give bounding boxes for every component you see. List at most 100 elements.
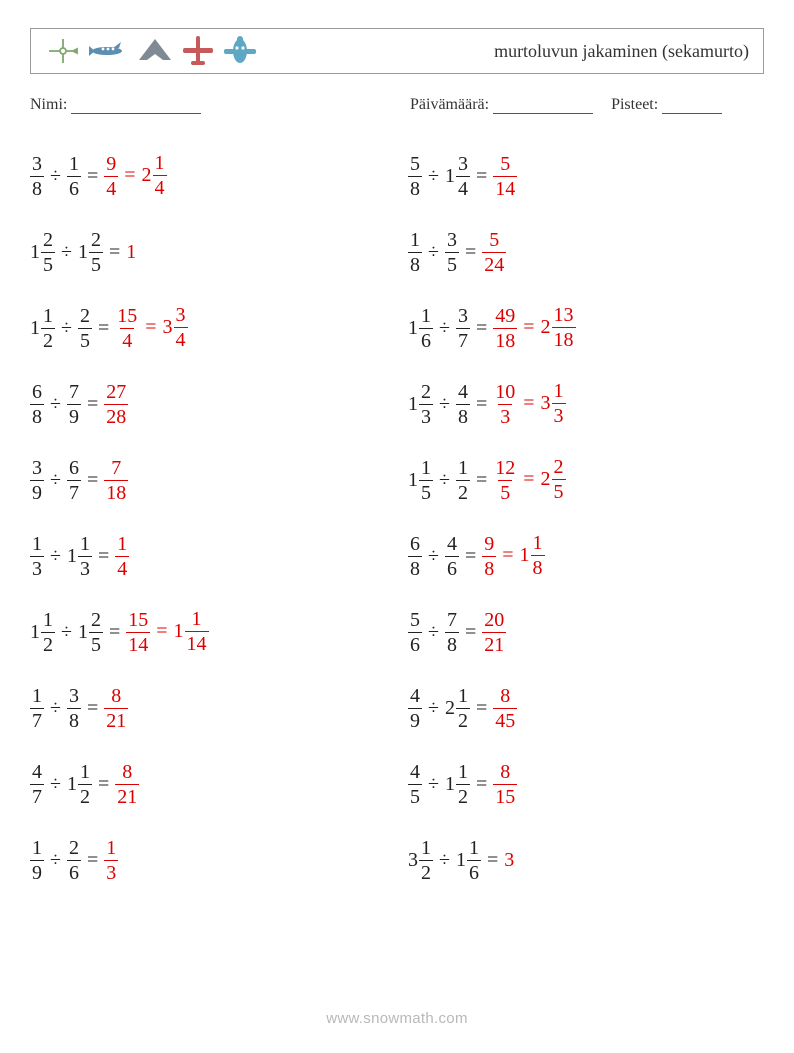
mixed-number: 125 [30,230,55,275]
mixed-number: 312 [408,838,433,883]
plane-icon [89,40,129,62]
divide-sign: ÷ [44,773,67,796]
equals-sign: = [92,545,115,568]
fraction: 25 [552,457,566,502]
answer-integer: 1 [126,242,136,262]
fraction: 12 [456,762,470,807]
problem-row: 112÷125=1514=1114 [30,594,400,670]
mixed-number: 125 [78,230,103,275]
problem-row: 123÷48=103=313 [408,366,778,442]
answer: 4918=21318 [493,305,575,351]
mixed-number: 134 [445,154,470,199]
answer: 821 [104,686,128,731]
plane-icons [45,34,257,68]
fraction: 13 [78,534,92,579]
equals-sign: = [517,392,540,414]
divide-sign: ÷ [422,621,445,644]
mixed-number: 313 [541,381,566,426]
column-right: 58÷134=51418÷35=524116÷37=4918=21318123÷… [408,138,778,898]
mixed-number: 113 [67,534,92,579]
fraction: 154 [115,306,139,351]
mixed-number: 118 [520,533,545,578]
answer: 13 [104,838,118,883]
fraction: 2021 [482,610,506,655]
fraction: 45 [408,762,422,807]
info-row: Nimi: Päivämäärä: Pisteet: [30,96,764,114]
divide-sign: ÷ [44,545,67,568]
answer: 845 [493,686,517,731]
equals-sign: = [470,469,493,492]
fraction: 56 [408,610,422,655]
date-label: Päivämäärä: [410,96,489,113]
answer: 14 [115,534,129,579]
fraction: 1514 [126,610,150,655]
footer-watermark: www.snowmath.com [0,1010,794,1027]
answer: 3 [504,849,514,872]
equals-sign: = [92,317,115,340]
fraction: 18 [531,533,545,578]
fraction: 46 [445,534,459,579]
fraction: 16 [419,306,433,351]
fraction: 103 [493,382,517,427]
answer: 2728 [104,382,128,427]
problem-row: 47÷112=821 [30,746,400,822]
problem-grid: 38÷16=94=214125÷125=1112÷25=154=33468÷79… [30,138,764,898]
plane-icon [181,34,215,68]
equals-sign: = [459,241,482,264]
equals-sign: = [470,393,493,416]
problem-row: 38÷16=94=214 [30,138,400,214]
divide-sign: ÷ [44,849,67,872]
fraction: 2728 [104,382,128,427]
fraction: 94 [104,154,118,199]
worksheet-title: murtoluvun jakaminen (sekamurto) [494,41,749,62]
equals-sign: = [470,773,493,796]
answer: 103=313 [493,381,565,427]
fraction: 16 [67,154,81,199]
answer: 98=118 [482,533,544,579]
divide-sign: ÷ [55,241,78,264]
fraction: 12 [41,610,55,655]
fraction: 58 [408,154,422,199]
mixed-number: 115 [408,458,433,503]
mixed-number: 225 [541,457,566,502]
answer: 524 [482,230,506,275]
fraction: 17 [30,686,44,731]
problem-row: 58÷134=514 [408,138,778,214]
problem-row: 45÷112=815 [408,746,778,822]
fraction: 18 [408,230,422,275]
problem-row: 312÷116=3 [408,822,778,898]
fraction: 13 [552,381,566,426]
answer: 2021 [482,610,506,655]
fraction: 125 [493,458,517,503]
fraction: 114 [185,609,209,654]
answer: 1 [126,241,136,264]
problem-row: 56÷78=2021 [408,594,778,670]
answer: 94=214 [104,153,166,199]
answer: 718 [104,458,128,503]
plane-icon [45,35,81,67]
divide-sign: ÷ [422,241,445,264]
mixed-number: 123 [408,382,433,427]
fraction: 25 [78,306,92,351]
divide-sign: ÷ [422,545,445,568]
mixed-number: 116 [408,306,433,351]
divide-sign: ÷ [433,317,456,340]
fraction: 25 [89,610,103,655]
mixed-number: 116 [456,838,481,883]
mixed-number: 112 [445,762,470,807]
problem-row: 125÷125=1 [30,214,400,290]
fraction: 845 [493,686,517,731]
equals-sign: = [517,316,540,338]
fraction: 14 [153,153,167,198]
mixed-number: 125 [78,610,103,655]
fraction: 39 [30,458,44,503]
equals-sign: = [81,165,104,188]
problem-row: 17÷38=821 [30,670,400,746]
answer: 821 [115,762,139,807]
fraction: 12 [456,458,470,503]
divide-sign: ÷ [422,697,445,720]
equals-sign: = [103,241,126,264]
fraction: 19 [30,838,44,883]
divide-sign: ÷ [433,393,456,416]
plane-icon [223,34,257,68]
